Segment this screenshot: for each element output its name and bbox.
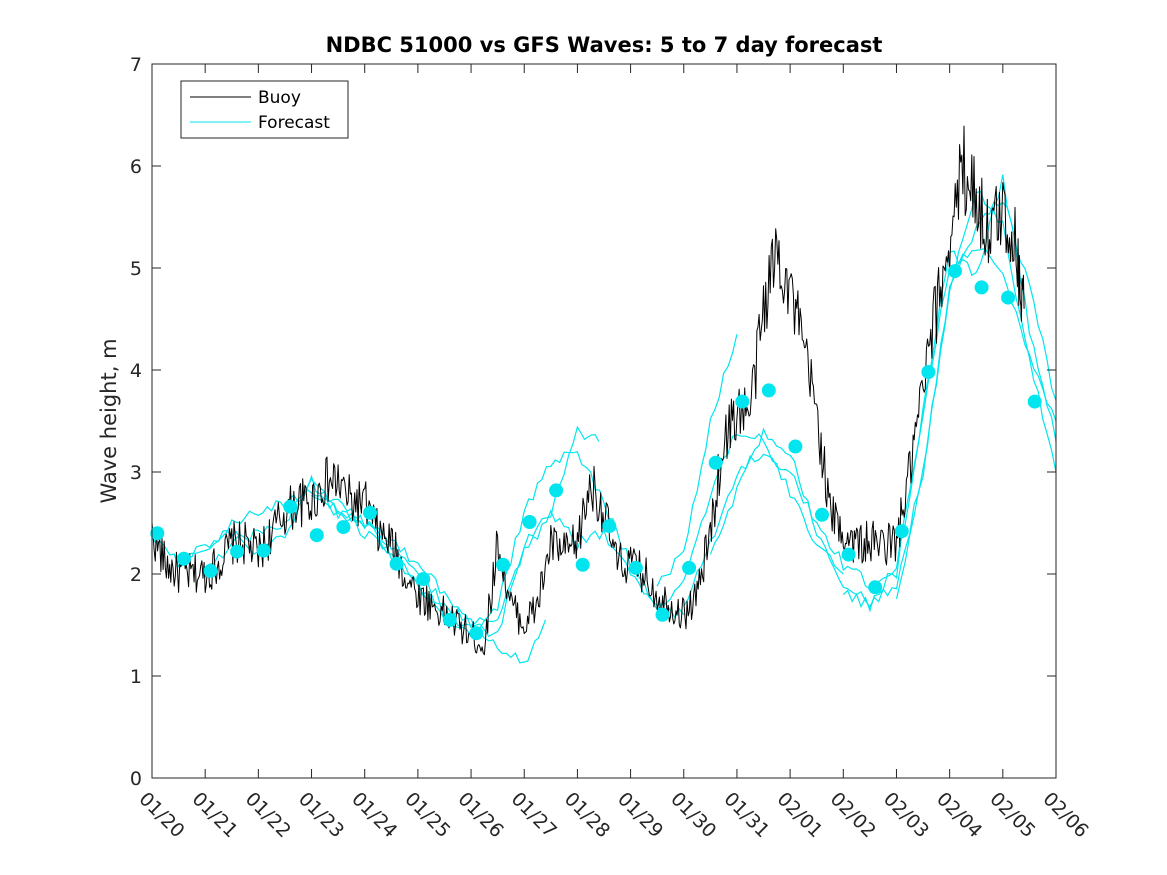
forecast-point — [868, 580, 883, 595]
forecast-point — [682, 560, 697, 575]
forecast-point — [336, 520, 351, 535]
x-tick-label: 01/28 — [560, 788, 614, 842]
forecast-markers — [150, 264, 1042, 641]
forecast-point — [894, 524, 909, 539]
forecast-point — [203, 563, 218, 578]
x-tick-label: 02/03 — [879, 788, 933, 842]
forecast-point — [549, 483, 564, 498]
y-tick-label: 4 — [130, 360, 142, 382]
forecast-point — [708, 455, 723, 470]
y-tick-label: 6 — [130, 156, 142, 178]
legend-forecast-label: Forecast — [258, 113, 330, 133]
forecast-point — [442, 612, 457, 627]
forecast-point — [841, 547, 856, 562]
y-axis: 0 1 2 3 4 5 6 7 — [130, 54, 1056, 790]
x-tick-label: 01/30 — [666, 788, 720, 842]
x-tick-label: 01/21 — [188, 788, 242, 842]
forecast-run-line — [842, 174, 1057, 613]
forecast-point — [575, 557, 590, 572]
y-tick-label: 3 — [130, 462, 142, 484]
y-tick-label: 0 — [130, 768, 142, 790]
plot-frame — [151, 63, 1057, 779]
forecast-point — [389, 556, 404, 571]
legend: Buoy Forecast — [180, 80, 349, 139]
forecast-point — [921, 365, 936, 379]
x-tick-label: 02/02 — [826, 788, 880, 842]
forecast-point — [1027, 394, 1042, 409]
forecast-point — [150, 526, 165, 541]
y-tick-label: 7 — [130, 54, 142, 76]
forecast-point — [761, 383, 776, 398]
forecast-point — [628, 560, 643, 575]
forecast-point — [230, 544, 245, 559]
x-tick-label: 01/25 — [400, 788, 454, 842]
forecast-point — [655, 607, 670, 622]
forecast-point — [176, 551, 191, 566]
x-tick-label: 02/04 — [932, 788, 986, 842]
y-tick-label: 2 — [130, 564, 142, 586]
chart-title: NDBC 51000 vs GFS Waves: 5 to 7 day fore… — [326, 33, 883, 57]
x-tick-label: 02/06 — [1038, 788, 1092, 842]
y-tick-label: 5 — [130, 258, 142, 280]
forecast-point — [522, 515, 537, 529]
forecast-point — [948, 264, 962, 279]
forecast-point — [283, 499, 298, 514]
x-tick-label: 01/22 — [241, 788, 295, 842]
forecast-point — [1001, 290, 1016, 305]
forecast-point — [416, 572, 431, 587]
x-tick-label: 02/01 — [773, 788, 827, 842]
plot-area — [152, 64, 1056, 778]
forecast-point — [363, 505, 377, 520]
forecast-point — [788, 439, 803, 454]
forecast-point — [469, 626, 484, 641]
x-tick-label: 01/23 — [294, 788, 348, 842]
x-tick-label: 01/31 — [719, 788, 773, 842]
buoy-layer — [151, 125, 1025, 656]
y-tick-label: 1 — [130, 666, 142, 688]
forecast-point — [974, 280, 989, 295]
forecast-point — [815, 507, 829, 522]
x-tick-label: 01/26 — [454, 788, 508, 842]
x-tick-label: 02/05 — [985, 788, 1039, 842]
forecast-run-line — [656, 334, 738, 587]
buoy-series-line — [151, 125, 1025, 656]
forecast-point — [496, 557, 510, 572]
x-tick-label: 01/20 — [134, 788, 188, 842]
forecast-point — [309, 528, 324, 543]
y-axis-label: Wave height, m — [97, 338, 121, 503]
x-tick-label: 01/29 — [613, 788, 667, 842]
legend-box — [180, 80, 349, 139]
legend-buoy-label: Buoy — [258, 88, 301, 108]
forecast-point — [735, 394, 750, 409]
x-tick-label: 01/27 — [507, 788, 561, 842]
x-tick-label: 01/24 — [347, 788, 401, 842]
forecast-point — [602, 519, 617, 534]
forecast-point — [256, 543, 271, 558]
